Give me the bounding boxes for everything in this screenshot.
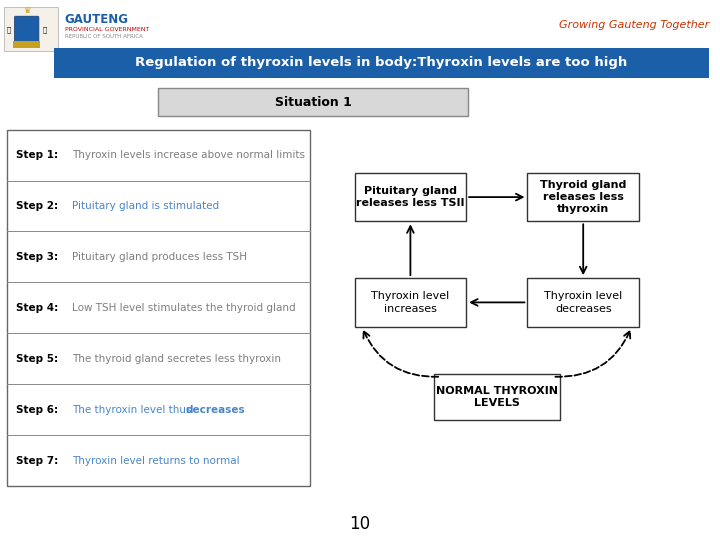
Text: Thyroxin level
increases: Thyroxin level increases [372,291,449,314]
FancyBboxPatch shape [4,7,58,51]
Text: Step 3:: Step 3: [16,252,58,262]
FancyBboxPatch shape [354,278,467,327]
Text: ♛: ♛ [23,6,30,15]
FancyBboxPatch shape [7,130,310,486]
Text: NORMAL THYROXIN
LEVELS: NORMAL THYROXIN LEVELS [436,386,558,408]
FancyBboxPatch shape [158,88,468,116]
Text: Step 2:: Step 2: [16,201,58,211]
Text: Thyroxin level returns to normal: Thyroxin level returns to normal [72,456,240,465]
FancyBboxPatch shape [54,48,709,78]
FancyBboxPatch shape [354,173,467,221]
FancyBboxPatch shape [14,16,39,44]
Text: Step 4:: Step 4: [16,303,58,313]
Text: Step 1:: Step 1: [16,150,58,160]
Text: Regulation of thyroxin levels in body:Thyroxin levels are too high: Regulation of thyroxin levels in body:Th… [135,56,628,70]
Text: Growing Gauteng Together: Growing Gauteng Together [559,21,709,30]
Text: Pituitary gland
releases less TSII: Pituitary gland releases less TSII [356,186,464,208]
FancyBboxPatch shape [527,278,639,327]
Text: Low TSH level stimulates the thyroid gland: Low TSH level stimulates the thyroid gla… [72,303,296,313]
FancyBboxPatch shape [527,173,639,221]
FancyBboxPatch shape [13,41,40,48]
FancyBboxPatch shape [433,374,560,420]
Text: 10: 10 [349,515,371,533]
Text: Step 6:: Step 6: [16,404,58,415]
Text: The thyroxin level thus: The thyroxin level thus [72,404,194,415]
Text: The thyroid gland secretes less thyroxin: The thyroid gland secretes less thyroxin [72,354,281,364]
Text: Thyroxin level
decreases: Thyroxin level decreases [544,291,622,314]
Text: PROVINCIAL GOVERNMENT: PROVINCIAL GOVERNMENT [65,26,149,32]
Text: 🦁: 🦁 [6,26,11,33]
Text: REPUBLIC OF SOUTH AFRICA: REPUBLIC OF SOUTH AFRICA [65,34,143,39]
Text: Step 7:: Step 7: [16,456,58,465]
Text: Situation 1: Situation 1 [275,96,351,109]
Text: Thyroxin levels increase above normal limits: Thyroxin levels increase above normal li… [72,150,305,160]
Text: Pituitary gland produces less TSH: Pituitary gland produces less TSH [72,252,247,262]
Text: 🦁: 🦁 [42,26,47,33]
Text: decreases: decreases [186,404,246,415]
Text: Thyroid gland
releases less
thyroxin: Thyroid gland releases less thyroxin [540,180,626,214]
Text: Pituitary gland is stimulated: Pituitary gland is stimulated [72,201,219,211]
Text: Step 5:: Step 5: [16,354,58,364]
Text: GAUTENG: GAUTENG [65,14,129,26]
